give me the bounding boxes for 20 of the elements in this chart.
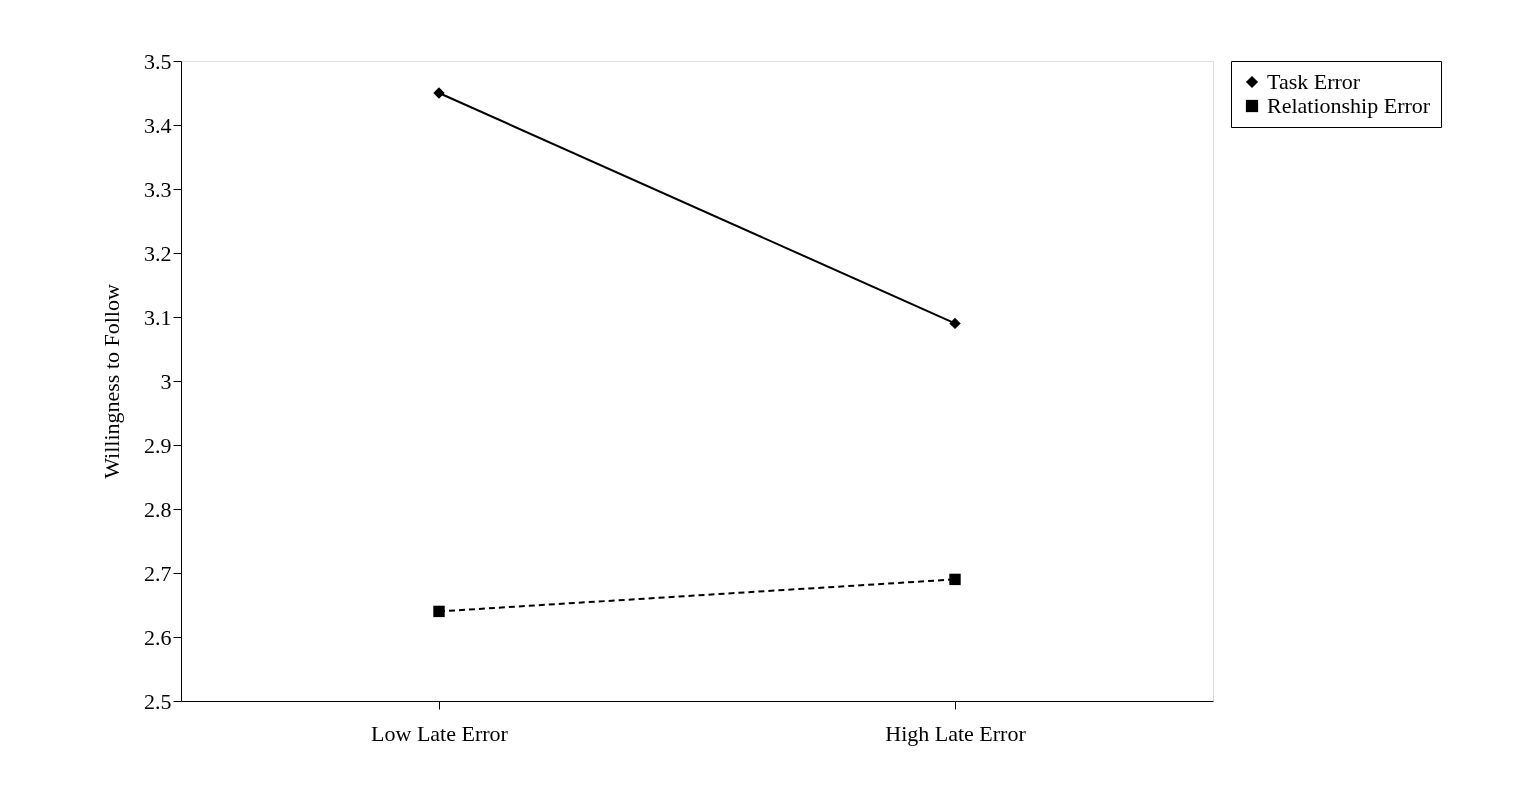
y-tick-label: 3.3 bbox=[144, 176, 172, 202]
point bbox=[949, 573, 961, 586]
y-tick-label: 3 bbox=[160, 368, 172, 394]
point bbox=[949, 317, 961, 330]
y-axis-title: Willingness to Follow bbox=[99, 284, 124, 479]
legend-label: Relationship Error bbox=[1267, 93, 1431, 118]
x-tick-label: Low Late Error bbox=[371, 720, 509, 746]
x-tick-label: High Late Error bbox=[885, 720, 1027, 746]
y-tick-label: 3.1 bbox=[144, 304, 172, 330]
y-tick-label: 2.8 bbox=[144, 496, 172, 522]
y-tick-label: 3.4 bbox=[144, 112, 172, 138]
point bbox=[433, 87, 445, 99]
y-tick-label: 2.9 bbox=[144, 432, 172, 458]
y-tick-label: 2.7 bbox=[144, 560, 172, 586]
y-tick-label: 3.2 bbox=[144, 240, 172, 266]
legend-label: Task Error bbox=[1267, 69, 1361, 94]
y-tick-label: 2.6 bbox=[144, 624, 172, 650]
point bbox=[433, 605, 445, 618]
y-tick-label: 3.5 bbox=[144, 48, 172, 74]
y-tick-label: 2.5 bbox=[144, 688, 172, 714]
